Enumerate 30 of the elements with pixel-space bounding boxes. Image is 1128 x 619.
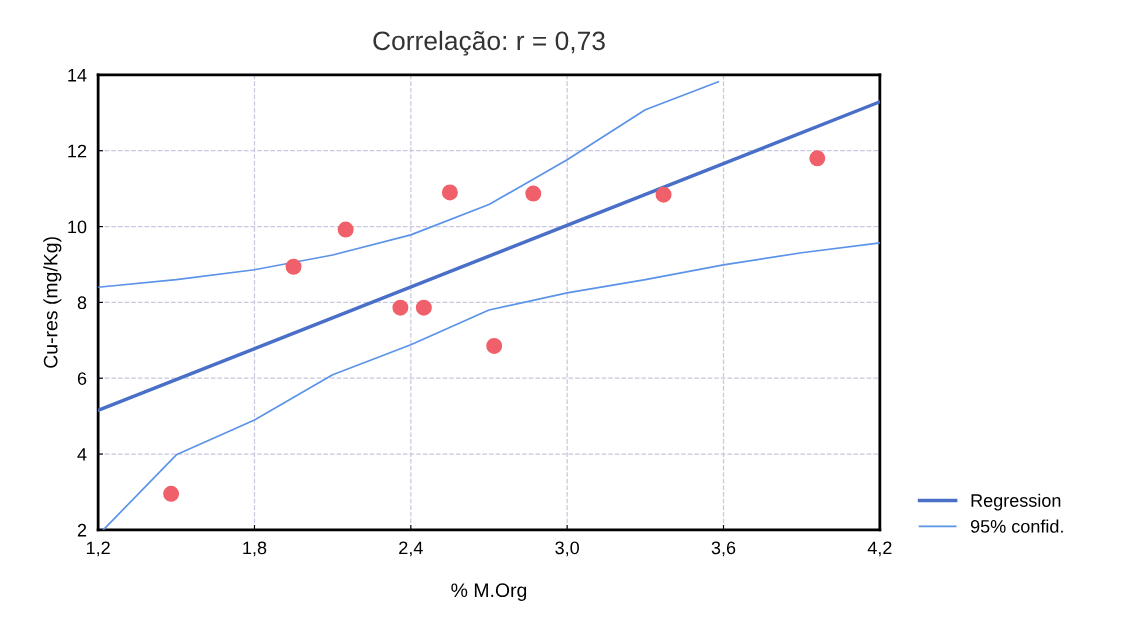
point: [809, 150, 826, 167]
legend-label: 95% confid.: [970, 519, 1063, 533]
y-axis-title: Cu-res (mg/Kg): [43, 237, 62, 368]
point: [441, 184, 458, 201]
y-tick-label: 2: [77, 523, 87, 537]
line-series: [98, 80, 720, 289]
y-tick-label: 4: [77, 448, 87, 461]
y-tick-label: 12: [68, 144, 87, 158]
y-tick-label: 6: [77, 372, 87, 385]
x-tick-label: 1,2: [86, 541, 110, 557]
point: [415, 299, 432, 316]
x-tick-label: 3,0: [555, 541, 579, 557]
point: [655, 186, 672, 203]
y-tick-label: 8: [77, 296, 87, 310]
point: [337, 221, 354, 238]
y-tick-label: 10: [68, 220, 87, 234]
x-tick-label: 1,8: [243, 541, 267, 557]
point: [486, 338, 503, 354]
point: [525, 185, 542, 202]
point: [392, 299, 409, 316]
chart-title: Correlação: r = 0,73: [373, 30, 605, 56]
point: [285, 258, 302, 275]
x-tick-label: 2,4: [399, 541, 423, 557]
legend-label: Regression: [971, 493, 1061, 511]
point: [163, 485, 180, 502]
x-tick-label: 4,2: [867, 541, 892, 557]
line-series: [102, 242, 880, 530]
y-tick-label: 14: [68, 69, 87, 82]
x-tick-label: 3,6: [711, 541, 736, 557]
x-axis-title: % M.Org: [451, 583, 527, 601]
